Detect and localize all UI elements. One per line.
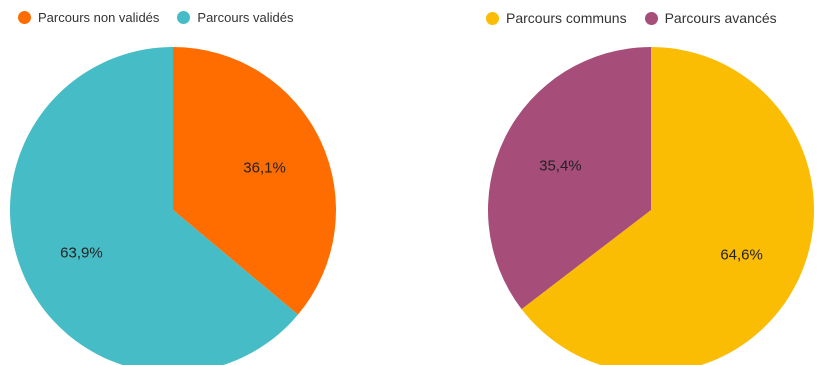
slice-communs[interactable] bbox=[521, 47, 814, 365]
slice-avances[interactable] bbox=[487, 47, 651, 310]
legend-swatch-communs bbox=[486, 11, 499, 25]
legend-label-communs: Parcours communs bbox=[506, 10, 627, 26]
slice-valides[interactable] bbox=[10, 47, 298, 365]
legend-item-non-valides[interactable]: Parcours non validés bbox=[18, 10, 159, 25]
legend-swatch-valides bbox=[177, 11, 191, 24]
legend-chart-2: Parcours communs Parcours avancés bbox=[486, 10, 777, 26]
legend-chart-1: Parcours non validés Parcours validés bbox=[18, 10, 294, 25]
legend-item-valides[interactable]: Parcours validés bbox=[177, 10, 294, 25]
legend-swatch-avances bbox=[644, 11, 658, 25]
legend-label-avances: Parcours avancés bbox=[664, 10, 777, 26]
legend-item-avances[interactable]: Parcours avancés bbox=[644, 10, 777, 26]
legend-item-communs[interactable]: Parcours communs bbox=[486, 10, 627, 26]
pct-label-avances: 35,4% bbox=[539, 157, 582, 174]
pct-label-valides: 63,9% bbox=[60, 245, 103, 262]
pct-label-communs: 64,6% bbox=[720, 247, 763, 264]
pct-label-non-valides: 36,1% bbox=[243, 159, 286, 176]
legend-label-valides: Parcours validés bbox=[197, 10, 294, 25]
legend-swatch-non-valides bbox=[18, 11, 31, 24]
slice-non-valides[interactable] bbox=[173, 47, 336, 315]
legend-label-non-valides: Parcours non validés bbox=[38, 10, 160, 25]
